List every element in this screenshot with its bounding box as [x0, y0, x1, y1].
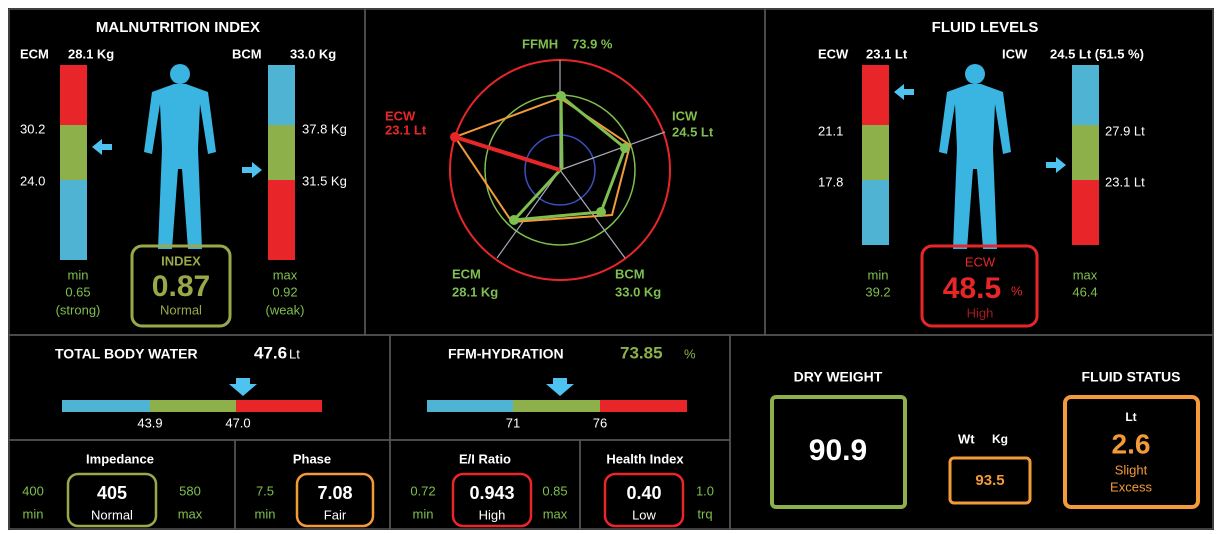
radar-value: 73.9 % [572, 36, 613, 51]
scale-label: 76 [593, 415, 607, 430]
min-label: min [868, 267, 889, 282]
metric-value: 7.08 [317, 483, 352, 503]
index-status: Normal [160, 302, 202, 317]
metric-title: Phase [293, 451, 331, 466]
max-value: 0.92 [272, 284, 297, 299]
metric-max: 1.0 [696, 483, 714, 498]
dry-weight-value: 90.9 [809, 434, 867, 467]
scale-label: 24.0 [20, 173, 45, 188]
metric-min: 7.5 [256, 483, 274, 498]
metric-title: E/I Ratio [459, 451, 511, 466]
scale-label: 21.1 [818, 123, 843, 138]
value: 73.85 [620, 343, 663, 362]
radar-value: 24.5 Lt [672, 124, 714, 139]
value: 33.0 Kg [290, 46, 336, 61]
metric-title: Impedance [86, 451, 154, 466]
scale-label: 30.2 [20, 121, 45, 136]
metric-min-label: min [255, 506, 276, 521]
scale-label: 17.8 [818, 174, 843, 189]
label: ECW [818, 46, 849, 61]
scale-label: 23.1 Lt [1105, 174, 1145, 189]
metric-max: 580 [179, 483, 201, 498]
metric-status: Low [632, 507, 656, 522]
radar-value: 28.1 Kg [452, 284, 498, 299]
fluid-status-unit: Lt [1125, 410, 1136, 424]
radar-value: 23.1 Lt [385, 122, 427, 137]
value: 47.6 [254, 343, 287, 362]
value: 24.5 Lt (51.5 %) [1050, 46, 1144, 61]
radar-label: ICW [672, 108, 698, 123]
metric-min-label: min [413, 506, 434, 521]
metric-title: Health Index [606, 451, 684, 466]
fluid-status-text: Excess [1110, 479, 1152, 494]
label: BCM [232, 46, 262, 61]
index-label: INDEX [161, 253, 201, 268]
min-value: 39.2 [865, 284, 890, 299]
unit: % [684, 346, 696, 361]
metric-status: Fair [324, 507, 347, 522]
value: 28.1 Kg [68, 46, 114, 61]
radar-label: ECW [385, 108, 416, 123]
value: 23.1 Lt [866, 46, 908, 61]
metric-max-label: max [543, 506, 568, 521]
panel-title: FLUID LEVELS [932, 19, 1039, 36]
panel-title: FFM-HYDRATION [448, 346, 564, 362]
metric-value: 0.943 [469, 483, 514, 503]
scale-label: 71 [506, 415, 520, 430]
max-value: 46.4 [1072, 284, 1097, 299]
metric-value: 405 [97, 483, 127, 503]
weight-value: 93.5 [975, 472, 1004, 489]
scale-label: 31.5 Kg [302, 173, 347, 188]
radar-label: BCM [615, 266, 645, 281]
metric-status: Normal [91, 507, 133, 522]
panel-title: TOTAL BODY WATER [55, 346, 198, 362]
ecw-box-status: High [967, 305, 994, 320]
panel-title: FLUID STATUS [1081, 369, 1180, 385]
weight-label: Wt [958, 431, 975, 446]
metric-value: 0.40 [626, 483, 661, 503]
scale-label: 43.9 [137, 415, 162, 430]
ecw-box-unit: % [1011, 283, 1023, 298]
panel-title: MALNUTRITION INDEX [96, 19, 260, 36]
label: ECM [20, 46, 49, 61]
unit: Lt [289, 346, 300, 361]
radar-label: ECM [452, 266, 481, 281]
metric-max: 0.85 [542, 483, 567, 498]
label: ICW [1002, 46, 1028, 61]
weight-unit: Kg [992, 432, 1008, 446]
scale-label: 37.8 Kg [302, 121, 347, 136]
dashboard: MALNUTRITION INDEX ECM 28.1 Kg BCM 33.0 … [0, 0, 1224, 534]
fluid-status-value: 2.6 [1112, 428, 1151, 459]
metric-status: High [479, 507, 506, 522]
max-label: max [273, 267, 298, 282]
fluid-status-text: Slight [1115, 462, 1148, 477]
radar-value: 33.0 Kg [615, 284, 661, 299]
min-label: min [68, 267, 89, 282]
metric-max-label: trq [697, 506, 712, 521]
radar-label: FFMH [522, 36, 558, 51]
scale-label: 27.9 Lt [1105, 123, 1145, 138]
index-value: 0.87 [152, 270, 210, 303]
scale-label: 47.0 [225, 415, 250, 430]
max-label: max [1073, 267, 1098, 282]
metric-max-label: max [178, 506, 203, 521]
max-note: (weak) [265, 302, 304, 317]
metric-min: 0.72 [410, 483, 435, 498]
metric-min-label: min [23, 506, 44, 521]
metric-min: 400 [22, 483, 44, 498]
min-value: 0.65 [65, 284, 90, 299]
ecw-box-label: ECW [965, 254, 996, 269]
panel-title: DRY WEIGHT [794, 369, 883, 385]
min-note: (strong) [56, 302, 101, 317]
ecw-box-value: 48.5 [943, 272, 1001, 305]
